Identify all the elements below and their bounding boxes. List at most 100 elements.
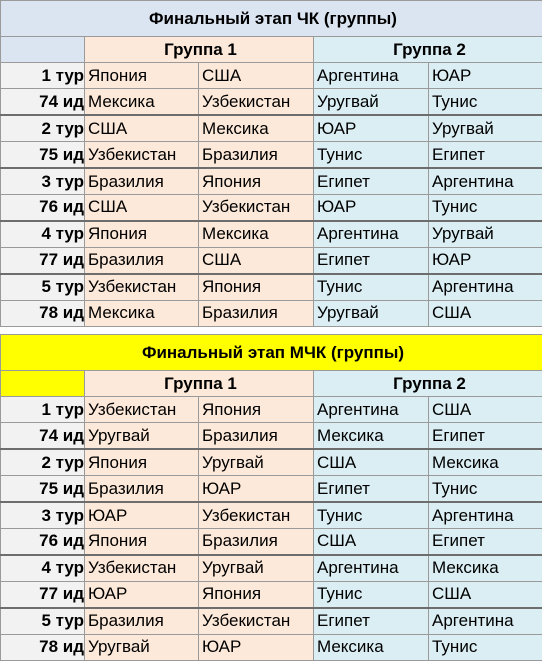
id-label: 74 ид	[1, 89, 85, 115]
group-2-team-cell: Уругвай	[429, 115, 542, 141]
group-1-team-cell: Япония	[199, 168, 314, 194]
group-2-team-cell: США	[314, 528, 429, 554]
group-1-team-cell: Мексика	[199, 115, 314, 141]
group-1-team-cell: США	[199, 63, 314, 89]
group-1-team-cell: Бразилия	[85, 476, 199, 502]
group-1-team-cell: Узбекистан	[199, 502, 314, 528]
id-label: 75 ид	[1, 476, 85, 502]
group-2-team-cell: ЮАР	[429, 247, 542, 273]
group-1-team-cell: Узбекистан	[199, 608, 314, 634]
round-label: 5 тур	[1, 608, 85, 634]
group-2-team-cell: Египет	[314, 476, 429, 502]
group-1-team-cell: Узбекистан	[85, 274, 199, 300]
round-label: 2 тур	[1, 449, 85, 475]
group-2-team-cell: Египет	[429, 423, 542, 449]
table-title: Финальный этап ЧК (группы)	[1, 1, 542, 37]
round-label: 3 тур	[1, 168, 85, 194]
group-2-team-cell: Египет	[429, 528, 542, 554]
group-2-team-cell: Мексика	[314, 423, 429, 449]
group-2-team-cell: США	[314, 449, 429, 475]
group-2-team-cell: Тунис	[429, 476, 542, 502]
round-label: 2 тур	[1, 115, 85, 141]
chk-group-schedule-table: Финальный этап ЧК (группы) Группа 1 Груп…	[0, 0, 542, 327]
group-1-team-cell: Мексика	[85, 300, 199, 326]
group-1-team-cell: Бразилия	[85, 168, 199, 194]
group-1-team-cell: Бразилия	[85, 247, 199, 273]
group-2-team-cell: ЮАР	[314, 115, 429, 141]
group-1-team-cell: Япония	[85, 528, 199, 554]
header-corner	[1, 37, 85, 63]
group-2-team-cell: США	[429, 581, 542, 607]
group-1-team-cell: Япония	[85, 449, 199, 475]
group-2-team-cell: ЮАР	[314, 194, 429, 220]
table-title: Финальный этап МЧК (группы)	[1, 335, 542, 371]
round-label: 1 тур	[1, 397, 85, 423]
group-2-team-cell: Аргентина	[429, 502, 542, 528]
group-2-team-cell: Тунис	[429, 634, 542, 660]
group-2-team-cell: Аргентина	[314, 221, 429, 247]
group-1-team-cell: Япония	[85, 63, 199, 89]
group-2-team-cell: ЮАР	[429, 63, 542, 89]
group-1-team-cell: Уругвай	[199, 555, 314, 581]
group-2-team-cell: Аргентина	[429, 608, 542, 634]
group-2-team-cell: Аргентина	[429, 168, 542, 194]
id-label: 74 ид	[1, 423, 85, 449]
group-1-team-cell: Япония	[199, 397, 314, 423]
id-label: 77 ид	[1, 247, 85, 273]
group-1-team-cell: Бразилия	[199, 528, 314, 554]
group-1-team-cell: Узбекистан	[85, 397, 199, 423]
group-2-team-cell: Египет	[314, 168, 429, 194]
group-2-team-cell: Уругвай	[314, 300, 429, 326]
group-1-team-cell: ЮАР	[199, 476, 314, 502]
group-1-team-cell: ЮАР	[199, 634, 314, 660]
group-1-team-cell: Узбекистан	[85, 142, 199, 168]
group-1-team-cell: Мексика	[85, 89, 199, 115]
group-2-team-cell: США	[429, 300, 542, 326]
group-1-team-cell: Узбекистан	[199, 89, 314, 115]
group-2-team-cell: Аргентина	[314, 63, 429, 89]
group-1-team-cell: Уругвай	[85, 423, 199, 449]
id-label: 77 ид	[1, 581, 85, 607]
group-1-team-cell: США	[85, 194, 199, 220]
id-label: 78 ид	[1, 634, 85, 660]
group-1-header: Группа 1	[85, 37, 314, 63]
group-2-header: Группа 2	[314, 371, 542, 397]
id-label: 78 ид	[1, 300, 85, 326]
header-corner	[1, 371, 85, 397]
group-2-team-cell: Египет	[429, 142, 542, 168]
group-1-header: Группа 1	[85, 371, 314, 397]
group-2-team-cell: Тунис	[314, 274, 429, 300]
group-1-team-cell: Япония	[199, 274, 314, 300]
round-label: 4 тур	[1, 555, 85, 581]
group-2-header: Группа 2	[314, 37, 542, 63]
group-2-team-cell: Мексика	[429, 555, 542, 581]
group-2-team-cell: Мексика	[314, 634, 429, 660]
round-label: 4 тур	[1, 221, 85, 247]
group-1-team-cell: Узбекистан	[85, 555, 199, 581]
group-2-team-cell: Аргентина	[314, 397, 429, 423]
id-label: 76 ид	[1, 528, 85, 554]
id-label: 75 ид	[1, 142, 85, 168]
id-label: 76 ид	[1, 194, 85, 220]
group-1-team-cell: Япония	[85, 221, 199, 247]
group-1-team-cell: Япония	[199, 581, 314, 607]
group-2-team-cell: Египет	[314, 608, 429, 634]
group-2-team-cell: Египет	[314, 247, 429, 273]
round-label: 1 тур	[1, 63, 85, 89]
group-1-team-cell: Мексика	[199, 221, 314, 247]
group-1-team-cell: Уругвай	[85, 634, 199, 660]
